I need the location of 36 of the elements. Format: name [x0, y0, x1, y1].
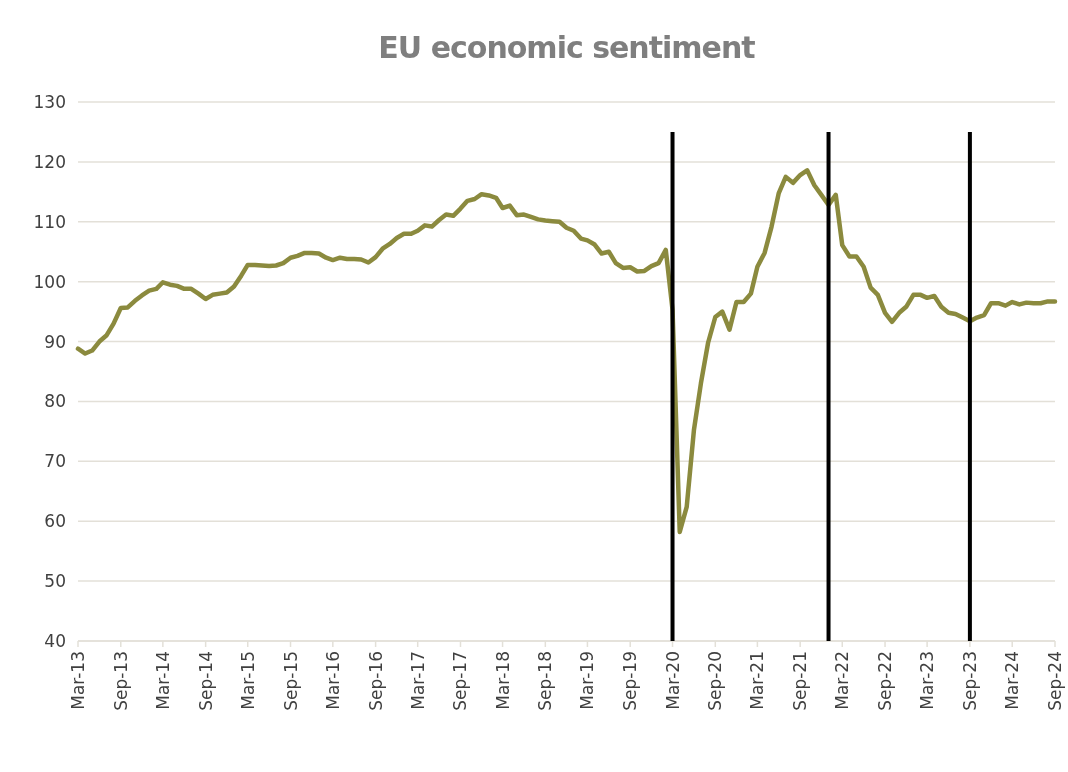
x-tick-label: Sep-21: [790, 651, 811, 711]
y-tick-label: 80: [44, 391, 66, 412]
y-tick-label: 50: [44, 571, 66, 592]
x-tick-label: Mar-21: [747, 651, 768, 710]
y-tick-label: 70: [44, 451, 66, 472]
x-tick-label: Mar-22: [832, 651, 853, 710]
y-tick-label: 120: [33, 151, 66, 172]
x-tick-label: Sep-22: [875, 651, 896, 711]
x-tick-label: Sep-17: [450, 651, 471, 711]
x-tick-label: Sep-16: [365, 651, 386, 711]
x-tick-label: Mar-15: [237, 651, 258, 710]
x-tick-label: Mar-24: [1002, 651, 1023, 710]
x-tick-label: Sep-23: [959, 651, 980, 711]
y-tick-label: 40: [44, 631, 66, 651]
x-tick-label: Mar-17: [407, 651, 428, 710]
x-tick-label: Sep-13: [110, 651, 131, 711]
x-tick-label: Mar-23: [917, 651, 938, 710]
y-tick-label: 60: [44, 511, 66, 532]
x-tick-label: Mar-20: [662, 651, 683, 710]
x-tick-label: Sep-14: [195, 651, 216, 711]
y-tick-label: 110: [33, 211, 66, 232]
x-tick-label: Mar-16: [322, 651, 343, 710]
x-tick-label: Mar-14: [152, 651, 173, 710]
x-tick-label: Mar-13: [68, 651, 88, 710]
line-series: [75, 168, 1058, 535]
x-tick-label: Sep-18: [535, 651, 556, 711]
y-tick-label: 90: [44, 331, 66, 352]
x-tick-label: Sep-24: [1045, 651, 1065, 711]
y-tick-label: 130: [33, 92, 66, 112]
x-tick-label: Mar-18: [492, 651, 513, 710]
y-tick-label: 100: [33, 271, 66, 292]
x-tick-label: Sep-20: [705, 651, 726, 711]
chart-title: EU economic sentiment: [378, 30, 756, 65]
x-tick-label: Sep-15: [280, 651, 301, 711]
x-tick-label: Sep-19: [620, 651, 641, 711]
x-tick-label: Mar-19: [577, 651, 598, 710]
